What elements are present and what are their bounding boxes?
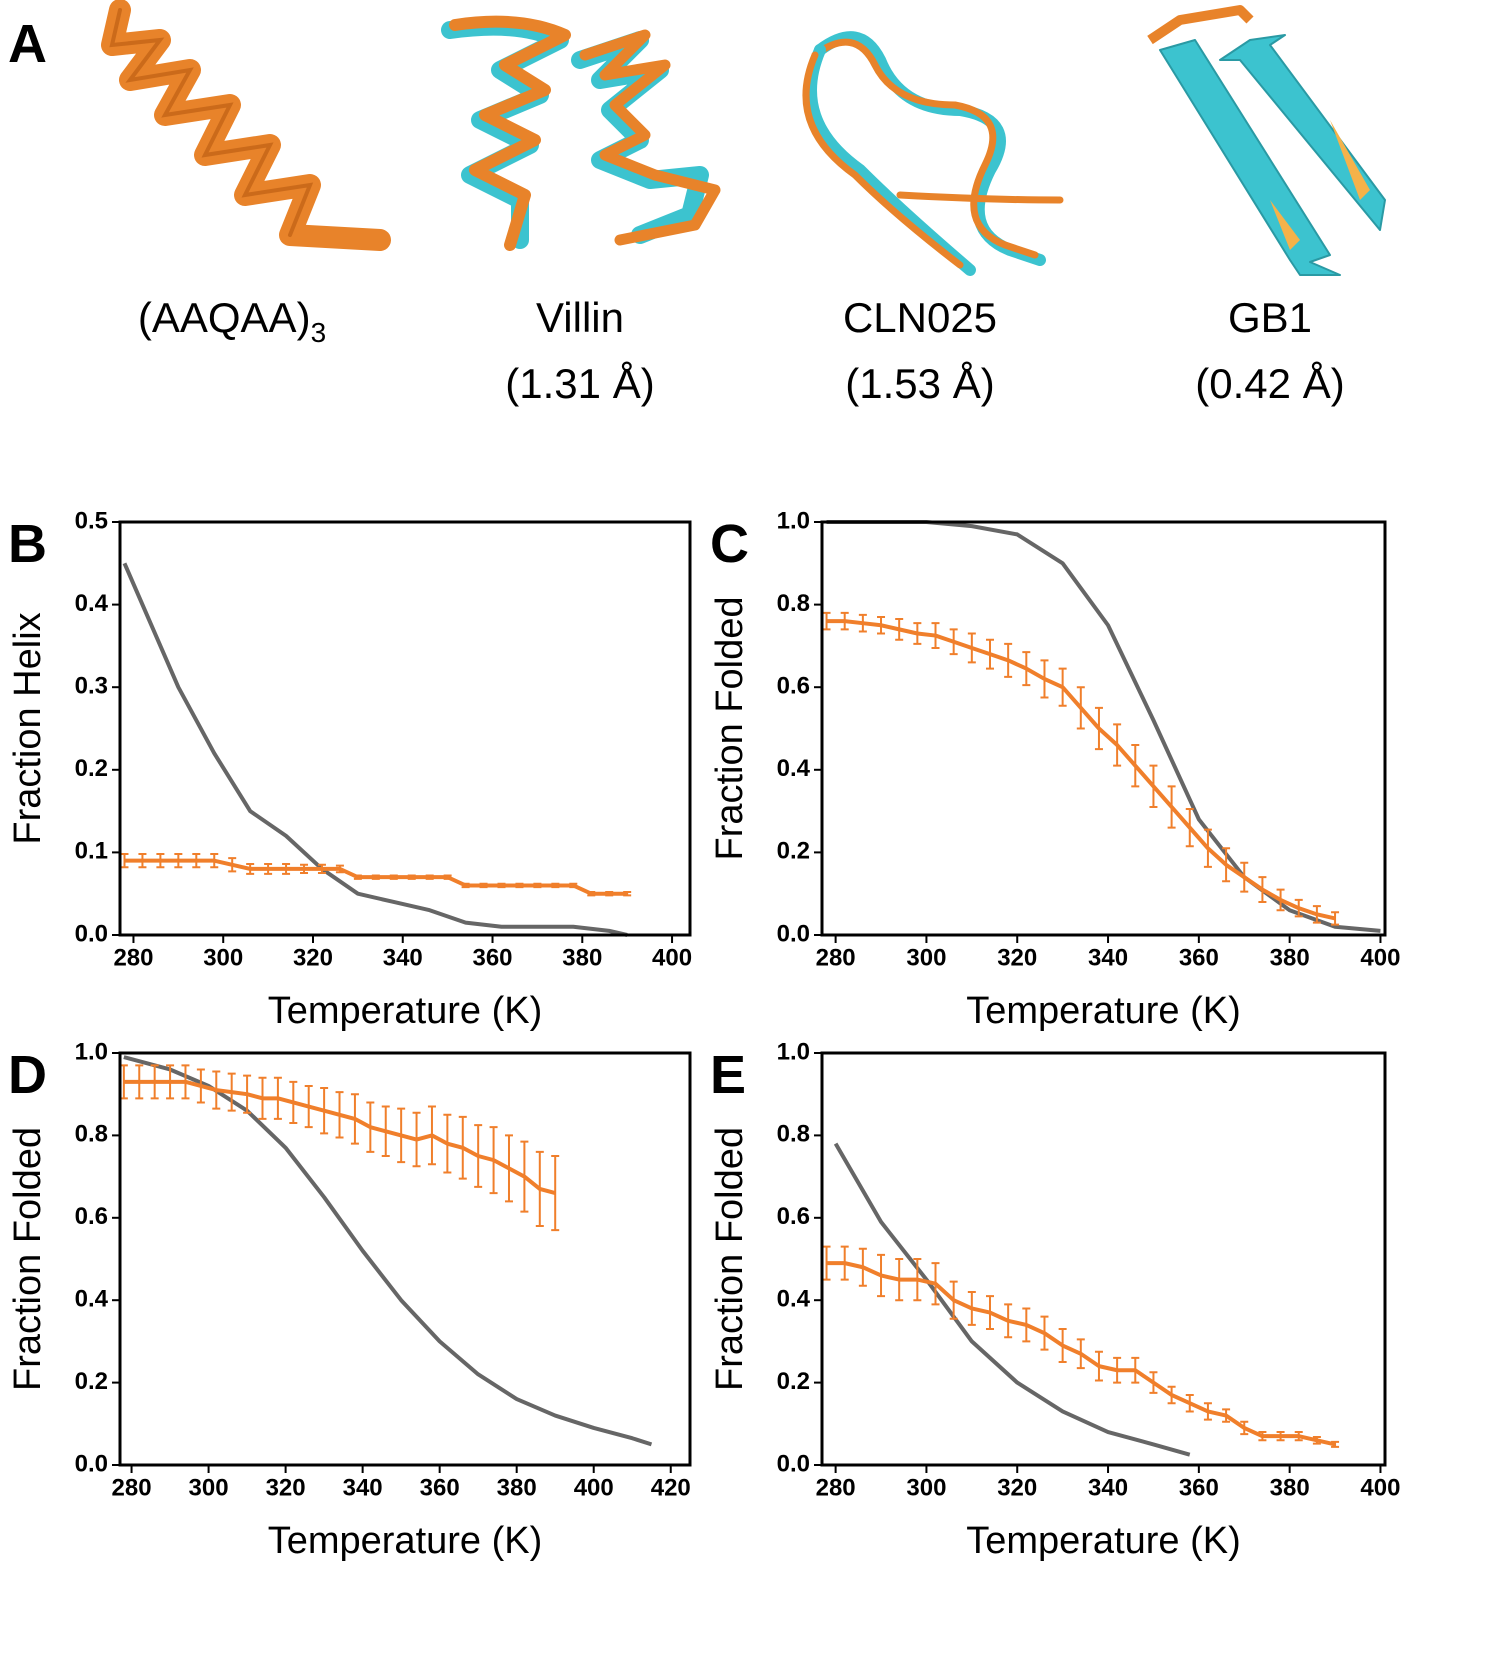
series-line [833, 1142, 1191, 1457]
x-axis-label: Temperature (K) [268, 990, 543, 1032]
x-axis-label: Temperature (K) [268, 1520, 543, 1562]
y-tick-label: 0.2 [75, 1368, 108, 1395]
series-line [826, 1261, 1336, 1447]
structure-rmsd: (1.31 Å) [505, 360, 654, 407]
y-tick-label: 0.5 [75, 507, 108, 534]
panel-label: E [710, 1045, 746, 1105]
y-tick-label: 0.8 [777, 590, 810, 617]
series-line [122, 562, 628, 937]
y-axis-label: Fraction Helix [7, 612, 49, 844]
y-tick-label: 0.3 [75, 673, 108, 700]
x-tick-label: 320 [997, 944, 1037, 971]
y-tick-label: 0.8 [75, 1121, 108, 1148]
structure-rmsd: (1.53 Å) [845, 360, 994, 407]
x-tick-label: 340 [343, 1474, 383, 1501]
y-tick-label: 0.4 [777, 1286, 811, 1313]
structure-name: Villin [536, 294, 624, 341]
x-tick-label: 360 [1179, 1474, 1219, 1501]
x-tick-label: 340 [383, 944, 423, 971]
series-line [123, 1079, 556, 1196]
x-tick-label: 380 [562, 944, 602, 971]
y-tick-label: 0.0 [777, 1450, 810, 1477]
y-tick-label: 1.0 [75, 1038, 108, 1065]
y-tick-label: 1.0 [777, 1038, 810, 1065]
x-tick-label: 400 [1360, 1474, 1400, 1501]
y-tick-label: 0.4 [75, 1286, 109, 1313]
x-axis-label: Temperature (K) [966, 990, 1241, 1032]
y-tick-label: 0.0 [75, 920, 108, 947]
y-tick-label: 0.0 [777, 920, 810, 947]
structure-aaqaa [101, 0, 391, 251]
x-tick-label: 320 [266, 1474, 306, 1501]
error-bar [551, 1155, 560, 1232]
structure-cln025 [802, 31, 1064, 276]
error-bar [822, 611, 831, 631]
y-tick-label: 0.1 [75, 838, 108, 865]
x-tick-label: 300 [906, 1474, 946, 1501]
error-bar [1331, 911, 1340, 926]
x-tick-label: 300 [189, 1474, 229, 1501]
y-axis-label: Fraction Folded [709, 596, 751, 860]
x-tick-label: 320 [997, 1474, 1037, 1501]
y-tick-label: 0.6 [777, 1203, 810, 1230]
series-line [826, 520, 1381, 933]
y-tick-label: 0.8 [777, 1121, 810, 1148]
structure-subscript: 3 [311, 317, 327, 348]
plot-frame [820, 1051, 1387, 1467]
x-tick-label: 380 [1270, 944, 1310, 971]
series-line [124, 858, 628, 896]
x-tick-label: 380 [497, 1474, 537, 1501]
plot-frame [820, 520, 1387, 937]
panel-label: D [8, 1045, 47, 1105]
y-tick-label: 0.2 [777, 838, 810, 865]
x-tick-label: 400 [574, 1474, 614, 1501]
y-tick-label: 0.4 [75, 590, 109, 617]
structure-name: (AAQAA) [138, 294, 311, 341]
y-tick-label: 0.0 [75, 1450, 108, 1477]
series-line [826, 619, 1336, 921]
x-tick-label: 340 [1088, 1474, 1128, 1501]
structure-villin [441, 15, 721, 251]
x-tick-label: 380 [1270, 1474, 1310, 1501]
plot-frame [118, 1051, 692, 1467]
x-tick-label: 300 [906, 944, 946, 971]
x-tick-label: 280 [113, 944, 153, 971]
x-tick-label: 400 [652, 944, 692, 971]
series-line [123, 1055, 653, 1447]
x-tick-label: 360 [1179, 944, 1219, 971]
y-axis-label: Fraction Folded [7, 1127, 49, 1391]
structure-name: CLN025 [843, 294, 997, 341]
y-tick-label: 0.4 [777, 755, 811, 782]
y-tick-label: 0.2 [75, 755, 108, 782]
panel-label: B [8, 514, 47, 574]
structure-label: (AAQAA)3 [138, 294, 326, 348]
x-tick-label: 340 [1088, 944, 1128, 971]
plot-frame [118, 520, 692, 937]
x-tick-label: 320 [293, 944, 333, 971]
x-tick-label: 400 [1360, 944, 1400, 971]
y-tick-label: 0.6 [75, 1203, 108, 1230]
x-tick-label: 280 [816, 944, 856, 971]
x-tick-label: 280 [112, 1474, 152, 1501]
x-tick-label: 420 [651, 1474, 691, 1501]
panel-label: C [710, 514, 749, 574]
x-tick-label: 360 [472, 944, 512, 971]
panel-label: A [8, 14, 47, 74]
y-tick-label: 0.6 [777, 673, 810, 700]
y-tick-label: 1.0 [777, 507, 810, 534]
x-tick-label: 360 [420, 1474, 460, 1501]
error-bar [120, 853, 129, 869]
x-tick-label: 300 [203, 944, 243, 971]
structure-gb1 [1147, 5, 1386, 276]
y-axis-label: Fraction Folded [709, 1127, 751, 1391]
structure-rmsd: (0.42 Å) [1195, 360, 1344, 407]
structure-name: GB1 [1228, 294, 1312, 341]
error-bar [822, 1245, 831, 1281]
x-tick-label: 280 [816, 1474, 856, 1501]
x-axis-label: Temperature (K) [966, 1520, 1241, 1562]
y-tick-label: 0.2 [777, 1368, 810, 1395]
